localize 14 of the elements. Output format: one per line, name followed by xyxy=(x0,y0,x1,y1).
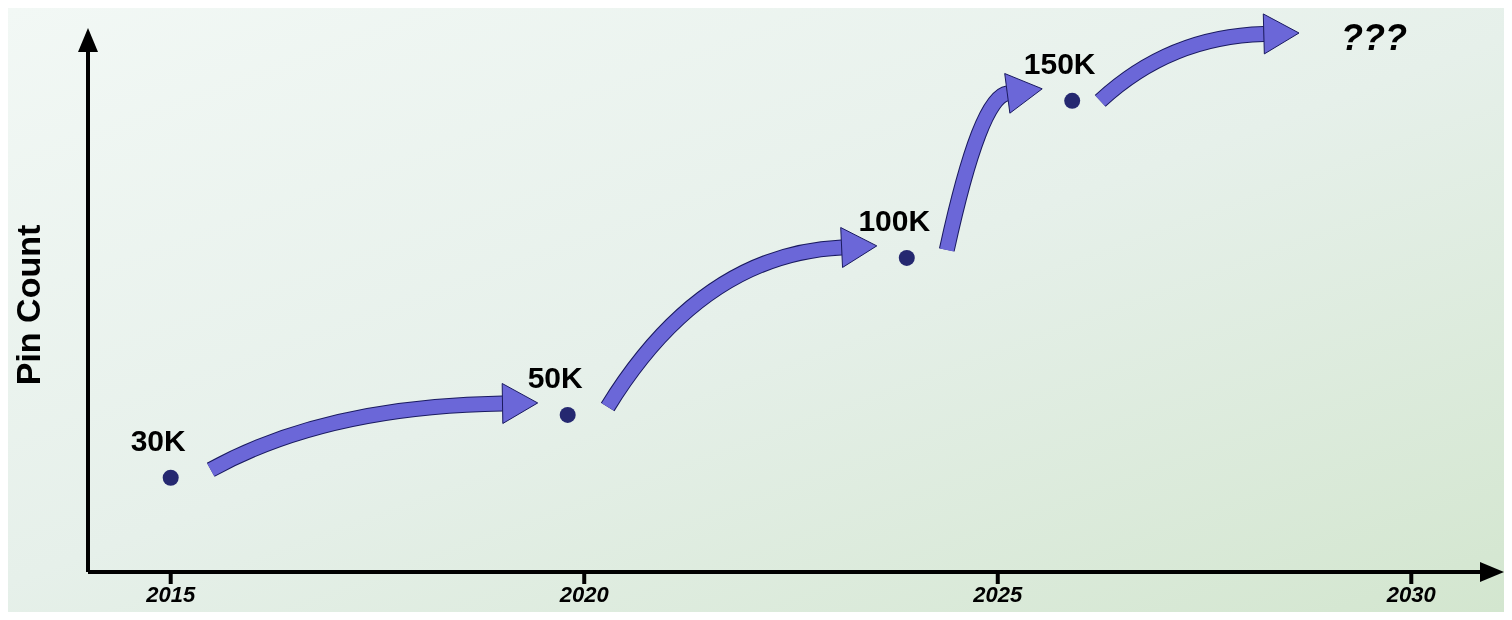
y-axis-title: Pin Count xyxy=(9,224,48,386)
point xyxy=(559,406,576,423)
point xyxy=(162,469,179,486)
annotation: ??? xyxy=(1341,17,1407,58)
point xyxy=(898,249,915,266)
data-label: 30K xyxy=(130,424,187,458)
data-label: 150K xyxy=(1023,47,1096,81)
point xyxy=(1064,92,1081,109)
x-tick-label: 2020 xyxy=(558,581,610,607)
data-label: 50K xyxy=(527,361,584,395)
x-tick-label: 2030 xyxy=(1385,581,1437,607)
x-tick-label: 2015 xyxy=(145,581,196,607)
data-label: 100K xyxy=(858,204,931,238)
x-tick-label: 2025 xyxy=(972,581,1023,607)
